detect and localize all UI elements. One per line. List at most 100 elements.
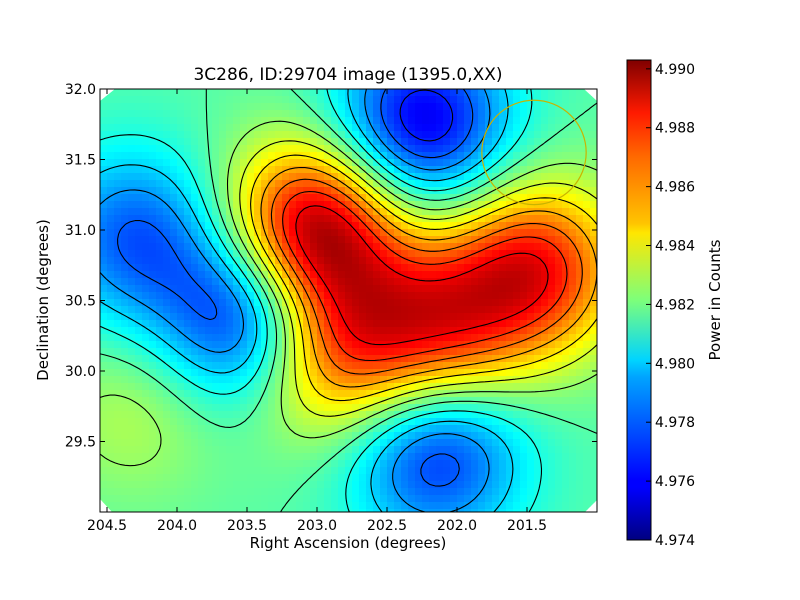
heatmap-cell	[324, 446, 332, 454]
heatmap-cell	[471, 418, 479, 426]
heatmap-cell	[394, 425, 402, 433]
heatmap-cell	[142, 285, 150, 293]
heatmap-cell	[345, 159, 353, 167]
heatmap-cell	[534, 131, 542, 139]
heatmap-cell	[590, 397, 597, 405]
heatmap-cell	[149, 173, 157, 181]
heatmap-cell	[303, 453, 311, 461]
heatmap-cell	[324, 152, 332, 160]
heatmap-cell	[429, 180, 437, 188]
heatmap-cell	[499, 222, 507, 230]
heatmap-cell	[212, 187, 220, 195]
heatmap-cell	[275, 495, 283, 503]
heatmap-cell	[247, 117, 255, 125]
heatmap-cell	[520, 131, 528, 139]
heatmap-cell	[373, 418, 381, 426]
heatmap-cell	[184, 131, 192, 139]
heatmap-cell	[387, 166, 395, 174]
heatmap-cell	[170, 320, 178, 328]
heatmap-cell	[191, 397, 199, 405]
heatmap-cell	[492, 327, 500, 335]
heatmap-cell	[177, 264, 185, 272]
heatmap-cell	[128, 481, 136, 489]
heatmap-cell	[408, 243, 416, 251]
heatmap-cell	[282, 439, 290, 447]
heatmap-cell	[149, 257, 157, 265]
heatmap-cell	[170, 285, 178, 293]
heatmap-cell	[443, 313, 451, 321]
heatmap-cell	[219, 446, 227, 454]
heatmap-cell	[282, 481, 290, 489]
heatmap-cell	[366, 306, 374, 314]
heatmap-cell	[303, 488, 311, 496]
heatmap-cell	[233, 117, 241, 125]
heatmap-cell	[177, 96, 185, 104]
heatmap-cell	[506, 264, 514, 272]
heatmap-cell	[289, 201, 297, 209]
heatmap-cell	[548, 173, 556, 181]
heatmap-cell	[394, 481, 402, 489]
heatmap-cell	[268, 117, 276, 125]
heatmap-cell	[268, 460, 276, 468]
heatmap-cell	[422, 446, 430, 454]
heatmap-cell	[506, 278, 514, 286]
heatmap-cell	[513, 369, 521, 377]
heatmap-cell	[114, 124, 122, 132]
heatmap-cell	[247, 89, 255, 97]
heatmap-cell	[415, 495, 423, 503]
heatmap-cell	[212, 138, 220, 146]
heatmap-cell	[317, 502, 325, 510]
heatmap-cell	[373, 425, 381, 433]
heatmap-cell	[289, 383, 297, 391]
heatmap-cell	[191, 334, 199, 342]
heatmap-cell	[219, 292, 227, 300]
heatmap-cell	[261, 488, 269, 496]
heatmap-cell	[352, 432, 360, 440]
heatmap-cell	[156, 502, 164, 510]
heatmap-cell	[436, 285, 444, 293]
heatmap-cell	[352, 418, 360, 426]
heatmap-cell	[555, 243, 563, 251]
heatmap-cell	[457, 180, 465, 188]
heatmap-cell	[499, 208, 507, 216]
heatmap-cell	[562, 166, 570, 174]
heatmap-cell	[310, 166, 318, 174]
heatmap-cell	[114, 334, 122, 342]
heatmap-cell	[492, 278, 500, 286]
heatmap-cell	[555, 355, 563, 363]
heatmap-cell	[485, 418, 493, 426]
heatmap-cell	[261, 474, 269, 482]
heatmap-cell	[576, 96, 584, 104]
heatmap-cell	[373, 432, 381, 440]
heatmap-cell	[450, 292, 458, 300]
heatmap-cell	[443, 229, 451, 237]
heatmap-cell	[569, 292, 577, 300]
heatmap-cell	[471, 159, 479, 167]
heatmap-cell	[534, 229, 542, 237]
heatmap-cell	[261, 313, 269, 321]
heatmap-cell	[156, 236, 164, 244]
heatmap-cell	[149, 425, 157, 433]
colorbar-ticks: 4.9744.9764.9784.9804.9824.9844.9864.988…	[646, 62, 695, 549]
heatmap-cell	[562, 285, 570, 293]
colorbar: 4.9744.9764.9784.9804.9824.9844.9864.988…	[626, 59, 724, 549]
heatmap-cell	[142, 278, 150, 286]
heatmap-cell	[247, 159, 255, 167]
heatmap-cell	[142, 117, 150, 125]
heatmap-cell	[240, 299, 248, 307]
heatmap-cell	[492, 215, 500, 223]
heatmap-cell	[534, 187, 542, 195]
heatmap-cell	[485, 229, 493, 237]
heatmap-cell	[268, 243, 276, 251]
heatmap-cell	[492, 208, 500, 216]
heatmap-cell	[170, 467, 178, 475]
heatmap-cell	[345, 145, 353, 153]
heatmap-cell	[317, 432, 325, 440]
heatmap-cell	[107, 271, 115, 279]
heatmap-cell	[499, 397, 507, 405]
heatmap-cell	[177, 159, 185, 167]
heatmap-cell	[380, 299, 388, 307]
heatmap-cell	[121, 313, 129, 321]
heatmap-cell	[338, 229, 346, 237]
heatmap-cell	[170, 89, 178, 97]
